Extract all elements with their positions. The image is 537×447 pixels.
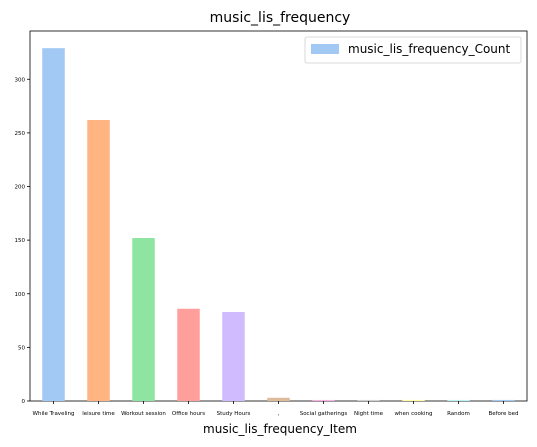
x-tick-label: leisure time (82, 411, 115, 417)
x-tick-label: Workout session (121, 411, 166, 417)
x-tick-label: when cooking (394, 411, 432, 417)
legend: music_lis_frequency_Count (304, 36, 522, 64)
x-tick-label: Night time (354, 411, 384, 417)
bar (492, 399, 515, 401)
y-tick-label: 50 (18, 345, 25, 351)
x-tick-label: Social gatherings (300, 411, 348, 417)
y-tick-label: 100 (15, 292, 26, 298)
y-tick-label: 250 (15, 131, 26, 137)
x-tick-label: Random (447, 411, 470, 417)
chart-title: music_lis_frequency (210, 10, 351, 26)
bar (267, 397, 290, 401)
x-axis: While Traveling leisure time Workout sessi… (33, 401, 519, 417)
bar (447, 399, 470, 401)
legend-box (304, 36, 522, 64)
y-tick-label: 0 (22, 399, 26, 405)
legend-swatch (311, 44, 339, 54)
x-tick-label: Before bed (488, 411, 518, 417)
x-axis-label: music_lis_frequency_Item (203, 422, 357, 436)
bar (357, 399, 380, 401)
bar (132, 237, 155, 401)
bar (42, 48, 65, 401)
bar (177, 308, 200, 401)
y-axis: 0 50 100 150 200 250 300 (15, 77, 30, 405)
y-tick-label: 150 (15, 238, 26, 244)
bar (402, 399, 425, 401)
x-tick-label: Study Hours (217, 411, 251, 417)
legend-label: music_lis_frequency_Count (348, 42, 511, 56)
x-tick-label: , (278, 411, 280, 417)
bar (222, 311, 245, 401)
x-tick-label: While Traveling (33, 411, 75, 417)
x-tick-label: Office hours (172, 411, 205, 417)
bar (87, 120, 110, 401)
bar (312, 399, 335, 401)
bars-group (42, 48, 515, 401)
y-tick-label: 300 (15, 77, 26, 83)
y-tick-label: 200 (15, 185, 26, 191)
